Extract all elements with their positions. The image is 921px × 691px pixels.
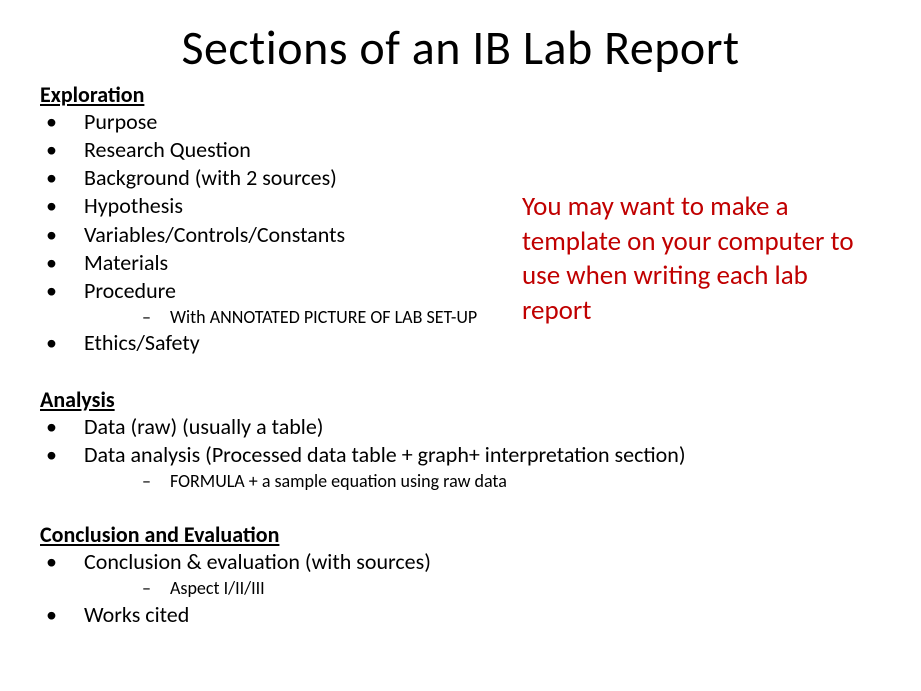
content-area: Exploration Purpose Research Question Ba… [0, 77, 921, 629]
callout-note: You may want to make a template on your … [522, 190, 882, 328]
item-text: Purpose [84, 108, 157, 135]
list-item: Research Question [40, 136, 921, 164]
list-item: Purpose [40, 108, 921, 136]
section-heading-analysis: Analysis [40, 386, 921, 413]
item-text: Conclusion & evaluation (with sources) [84, 548, 431, 575]
list-item: Data analysis (Processed data table + gr… [40, 441, 921, 493]
list-item: Data (raw) (usually a table) [40, 413, 921, 441]
item-text: Variables/Controls/Constants [84, 221, 345, 248]
item-text: Materials [84, 249, 168, 276]
section-heading-conclusion: Conclusion and Evaluation [40, 521, 921, 548]
list-item: Works cited [40, 601, 921, 629]
item-text: Works cited [84, 601, 189, 628]
list-item: Conclusion & evaluation (with sources) A… [40, 548, 921, 600]
sub-list: Aspect I/II/III [84, 576, 921, 600]
item-text: Data (raw) (usually a table) [84, 413, 323, 440]
sub-item-text: FORMULA + a sample equation using raw da… [170, 470, 507, 492]
item-text: Ethics/Safety [84, 329, 200, 356]
list-item: Ethics/Safety [40, 329, 921, 357]
analysis-list: Data (raw) (usually a table) Data analys… [40, 413, 921, 494]
sub-item: FORMULA + a sample equation using raw da… [84, 469, 921, 493]
slide-title: Sections of an IB Lab Report [0, 0, 921, 77]
section-heading-exploration: Exploration [40, 81, 921, 108]
item-text: Procedure [84, 277, 176, 304]
sub-item-text: Aspect I/II/III [170, 577, 265, 599]
item-text: Hypothesis [84, 192, 183, 219]
item-text: Data analysis (Processed data table + gr… [84, 441, 686, 468]
sub-item-text: With ANNOTATED PICTURE OF LAB SET-UP [170, 306, 477, 328]
sub-list: FORMULA + a sample equation using raw da… [84, 469, 921, 493]
item-text: Research Question [84, 136, 251, 163]
conclusion-list: Conclusion & evaluation (with sources) A… [40, 548, 921, 629]
item-text: Background (with 2 sources) [84, 164, 337, 191]
sub-item: Aspect I/II/III [84, 576, 921, 600]
list-item: Background (with 2 sources) [40, 164, 921, 192]
